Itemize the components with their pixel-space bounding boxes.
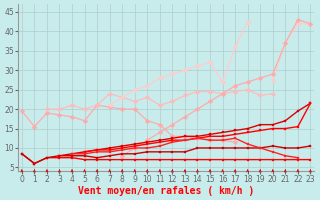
X-axis label: Vent moyen/en rafales ( km/h ): Vent moyen/en rafales ( km/h ) (78, 186, 254, 196)
